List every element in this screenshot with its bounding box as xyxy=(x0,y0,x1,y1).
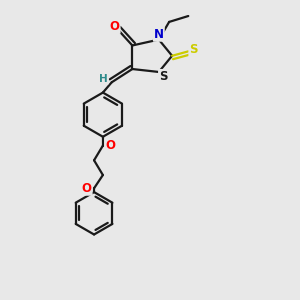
Text: O: O xyxy=(105,139,115,152)
Text: H: H xyxy=(99,74,108,84)
Text: N: N xyxy=(154,28,164,41)
Text: S: S xyxy=(159,70,167,83)
Text: S: S xyxy=(189,44,198,56)
Text: O: O xyxy=(110,20,120,33)
Text: O: O xyxy=(82,182,92,195)
